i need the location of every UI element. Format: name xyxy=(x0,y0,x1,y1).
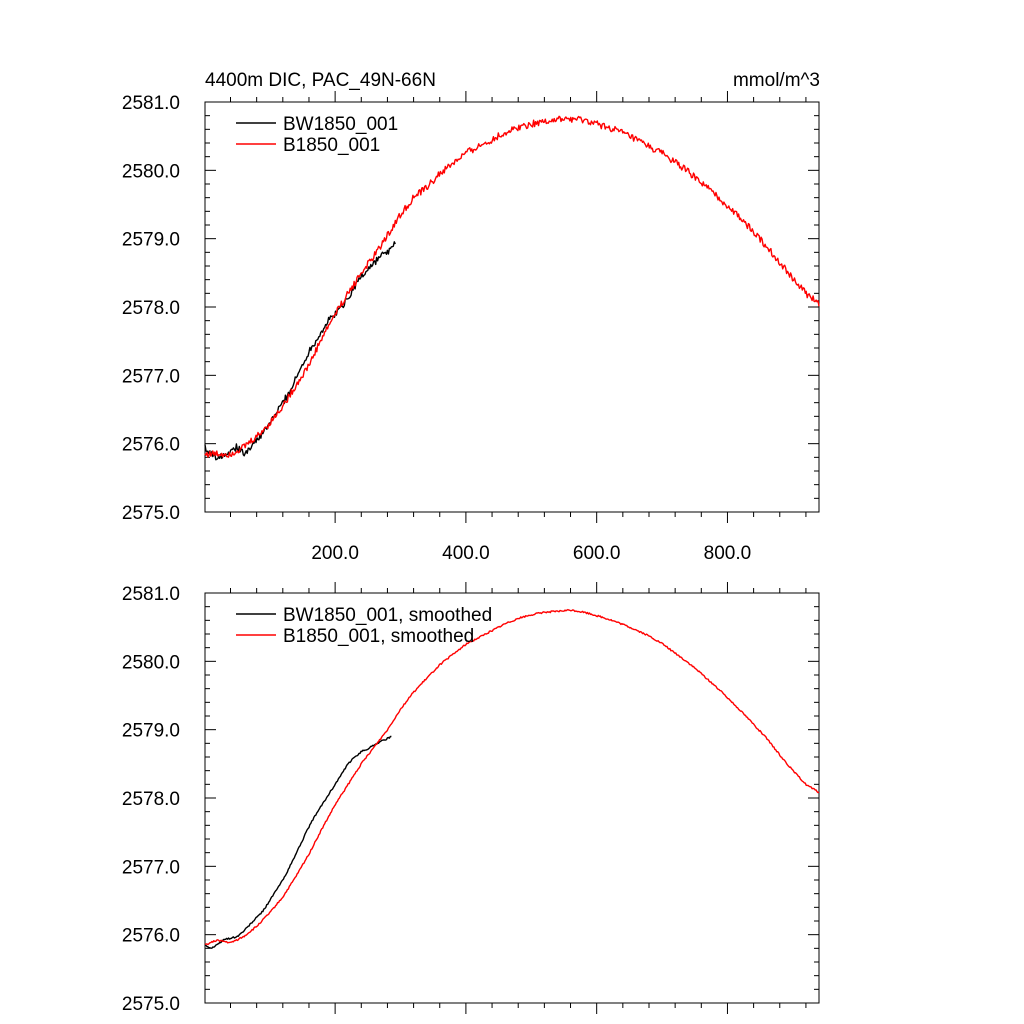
top-panel: 4400m DIC, PAC_49N-66N mmol/m^3 2575.0 25… xyxy=(122,70,820,564)
bottom-y-tick-label: 2578.0 xyxy=(122,789,180,810)
top-y-tick-label: 2575.0 xyxy=(122,503,180,524)
top-y-tick-label: 2580.0 xyxy=(122,161,180,182)
top-x-tick-label: 800.0 xyxy=(704,543,752,564)
bottom-series-b1850-line xyxy=(204,608,820,946)
top-series-bw1850-line xyxy=(204,241,396,461)
top-y-tick-label: 2577.0 xyxy=(122,366,180,387)
top-y-tick-label: 2579.0 xyxy=(122,230,180,251)
bottom-y-tick-label: 2580.0 xyxy=(122,652,180,673)
bottom-legend-label: B1850_001, smoothed xyxy=(283,626,474,647)
top-x-tick-label: 400.0 xyxy=(442,543,490,564)
top-plot-frame xyxy=(204,101,820,513)
bottom-y-tick-label: 2575.0 xyxy=(122,994,180,1015)
top-x-tick-label: 600.0 xyxy=(573,543,621,564)
bottom-y-tick-label: 2576.0 xyxy=(122,926,180,947)
bottom-panel: 2575.0 2576.0 2577.0 2578.0 2579.0 2580.0 2581… xyxy=(122,582,820,1015)
top-x-tick-label: 200.0 xyxy=(311,543,359,564)
bottom-plot-frame xyxy=(204,592,820,1004)
bottom-legend-label: BW1850_001, smoothed xyxy=(283,605,492,626)
bottom-y-tick-label: 2581.0 xyxy=(122,584,180,605)
top-y-tick-label: 2576.0 xyxy=(122,435,180,456)
top-series-b1850-line xyxy=(204,115,820,458)
bottom-y-tick-label: 2579.0 xyxy=(122,721,180,742)
top-chart-title: 4400m DIC, PAC_49N-66N xyxy=(205,70,436,91)
bottom-y-tick-label: 2577.0 xyxy=(122,857,180,878)
top-legend-label: B1850_001 xyxy=(283,135,380,156)
top-chart-units: mmol/m^3 xyxy=(733,70,820,91)
top-y-tick-label: 2578.0 xyxy=(122,298,180,319)
top-legend-label: BW1850_001 xyxy=(283,114,398,135)
top-y-tick-label: 2581.0 xyxy=(122,93,180,114)
bottom-series-bw1850-line xyxy=(204,735,392,949)
